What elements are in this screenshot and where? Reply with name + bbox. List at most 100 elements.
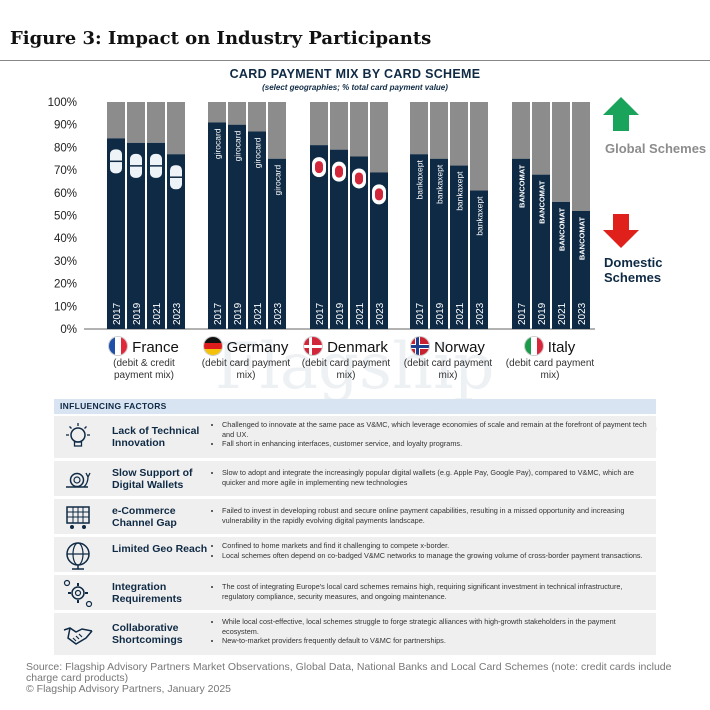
influencing-factors-heading: INFLUENCING FACTORS	[54, 399, 656, 414]
bar-global-germany-2023	[268, 102, 286, 159]
flag-norway-icon	[411, 337, 430, 355]
handshake-icon	[62, 618, 94, 650]
factor-bullet: While local cost-effective, local scheme…	[222, 617, 650, 636]
flag-denmark-icon	[304, 337, 323, 355]
bar-year-label: 2023	[273, 302, 284, 325]
bar-year-label: 2017	[112, 302, 123, 325]
factor-label: Lack of Technical Innovation	[112, 425, 200, 449]
flag-italy-icon	[524, 337, 543, 355]
bar-domestic-denmark-2023	[370, 172, 388, 329]
chart-subtitle: (select geographies; % total card paymen…	[262, 83, 448, 92]
bar-domestic-germany-2019	[228, 124, 246, 329]
country-text: Germany	[226, 339, 289, 356]
country-text: Italy	[547, 339, 576, 356]
girocard-logo: girocard	[253, 137, 263, 168]
bar-global-france-2017	[107, 102, 125, 139]
y-tick-label: 80%	[54, 142, 77, 154]
factor-bullets: The cost of integrating Europe's local c…	[212, 582, 650, 601]
bar-year-label: 2017	[415, 302, 426, 325]
bar-year-label: 2019	[233, 302, 244, 325]
bar-global-france-2019	[127, 102, 145, 143]
factor-row: e-Commerce Channel Gap Failed to invest i…	[54, 499, 656, 534]
bancomat-logo: BANCOMAT	[518, 164, 527, 208]
bar-global-germany-2021	[248, 102, 266, 132]
country-name: Germany	[196, 337, 296, 356]
y-tick-label: 0%	[60, 324, 77, 336]
figure-title: Figure 3: Impact on Industry Participant…	[10, 28, 432, 49]
y-tick-label: 10%	[54, 301, 77, 313]
country-label-italy: Italy (debit card payment mix)	[500, 337, 600, 382]
legend-global-schemes: Global Schemes	[605, 141, 707, 156]
bar-domestic-norway-2021	[450, 165, 468, 329]
up-arrow-icon	[603, 97, 639, 131]
bar-global-france-2021	[147, 102, 165, 143]
bar-year-label: 2023	[577, 302, 588, 325]
bar-global-norway-2021	[450, 102, 468, 166]
up-arrow-shape	[603, 97, 639, 131]
country-text: France	[132, 339, 179, 356]
factor-row: Slow Support of Digital Wallets Slow to a…	[54, 461, 656, 496]
girocard-logo: girocard	[273, 164, 283, 195]
factor-bullets: While local cost-effective, local scheme…	[212, 617, 650, 646]
bar-domestic-norway-2019	[430, 158, 448, 329]
title-divider	[0, 60, 710, 61]
factor-row: Limited Geo Reach Confined to home market…	[54, 537, 656, 572]
y-tick-label: 30%	[54, 256, 77, 268]
bar-global-denmark-2019	[330, 102, 348, 150]
factor-label: Collaborative Shortcomings	[112, 622, 183, 646]
bar-year-label: 2017	[213, 302, 224, 325]
country-subtitle: (debit card payment mix)	[505, 358, 595, 381]
bankaxept-logo: bankaxept	[455, 171, 465, 211]
country-label-france: France (debit & credit payment mix)	[94, 337, 194, 382]
factor-bullet: Fall short in enhancing interfaces, cust…	[222, 439, 650, 449]
bar-year-label: 2021	[355, 302, 366, 325]
source-note: Source: Flagship Advisory Partners Marke…	[26, 662, 686, 695]
bar-global-norway-2019	[430, 102, 448, 159]
girocard-logo: girocard	[233, 130, 243, 161]
y-tick-label: 90%	[54, 120, 77, 132]
factor-bullet: Slow to adopt and integrate the increasi…	[222, 468, 650, 487]
factor-bullet: New-to-market providers frequently defau…	[222, 636, 650, 646]
country-name: Norway	[398, 337, 498, 356]
bar-global-germany-2017	[208, 102, 226, 123]
bar-global-italy-2021	[552, 102, 570, 202]
bar-domestic-denmark-2017	[310, 145, 328, 329]
dankort-logo-inner	[335, 165, 343, 178]
shopping-cart-icon	[62, 501, 94, 533]
factor-label: Limited Geo Reach	[112, 542, 208, 555]
factor-bullets: Confined to home markets and find it cha…	[212, 541, 650, 560]
bar-domestic-germany-2021	[248, 131, 266, 329]
bar-year-label: 2023	[172, 302, 183, 325]
bar-domestic-italy-2021	[552, 201, 570, 329]
y-tick-label: 100%	[48, 97, 77, 109]
y-tick-label: 50%	[54, 211, 77, 223]
dankort-logo-inner	[375, 188, 383, 201]
bar-domestic-italy-2019	[532, 174, 550, 329]
factor-bullets: Challenged to innovate at the same pace …	[212, 420, 650, 449]
gears-icon	[62, 577, 94, 609]
y-tick-label: 60%	[54, 188, 77, 200]
factor-bullets: Slow to adopt and integrate the increasi…	[212, 468, 650, 487]
factor-label: Integration Requirements	[112, 580, 183, 605]
bar-domestic-france-2019	[127, 142, 145, 329]
y-tick-label: 40%	[54, 233, 77, 245]
bar-domestic-denmark-2021	[350, 156, 368, 329]
stacked-bar-chart: 0% 10% 20% 30% 40% 50% 60% 70% 80% 90% 100% 2017 201…	[48, 97, 595, 336]
snail-icon	[62, 463, 94, 495]
country-text: Norway	[434, 339, 485, 356]
bar-year-label: 2017	[315, 302, 326, 325]
globe-icon	[62, 539, 94, 571]
bar-year-label: 2021	[455, 302, 466, 325]
factor-bullet: The cost of integrating Europe's local c…	[222, 582, 650, 601]
chart-title: CARD PAYMENT MIX BY CARD SCHEME	[229, 67, 481, 81]
bar-domestic-france-2023	[167, 154, 185, 329]
factor-bullets: Failed to invest in developing robust an…	[212, 506, 650, 525]
country-subtitle: (debit card payment mix)	[201, 358, 291, 381]
factor-bullet: Confined to home markets and find it cha…	[222, 541, 650, 551]
bar-year-label: 2017	[517, 302, 528, 325]
country-subtitle: (debit card payment mix)	[301, 358, 391, 381]
factor-bullet: Challenged to innovate at the same pace …	[222, 420, 650, 439]
bar-year-label: 2021	[557, 302, 568, 325]
country-label-denmark: Denmark (debit card payment mix)	[296, 337, 396, 382]
bar-domestic-norway-2023	[470, 190, 488, 329]
